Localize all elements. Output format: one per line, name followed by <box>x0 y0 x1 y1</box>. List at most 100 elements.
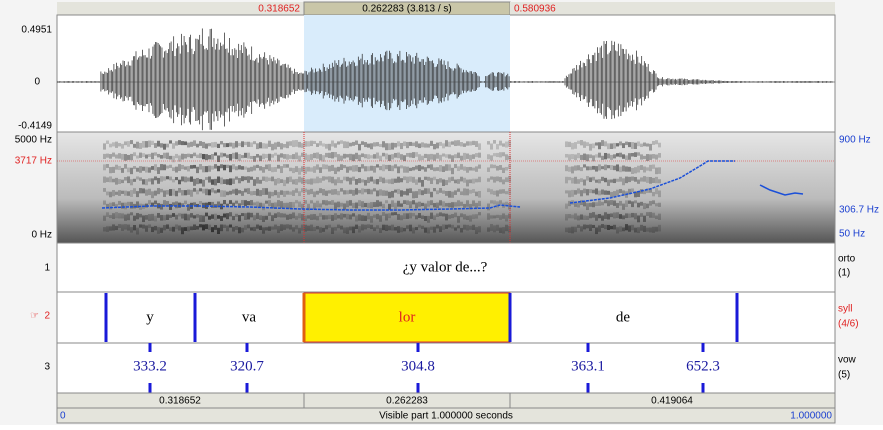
spectrogram-cell <box>598 214 601 218</box>
spectrogram-cell <box>178 164 181 171</box>
spectrogram-cell <box>133 166 136 169</box>
spectrogram-cell <box>346 154 349 157</box>
spectrogram-cell <box>439 188 442 193</box>
spectrogram-cell <box>334 152 337 157</box>
spectrogram-cell <box>133 152 136 156</box>
spectrogram-cell <box>460 177 463 182</box>
spectrogram-cell <box>184 201 187 205</box>
spectrogram-cell <box>349 215 352 220</box>
spectrogram-cell <box>253 165 256 170</box>
spectrogram-cell <box>319 167 322 173</box>
spectrogram-cell <box>259 142 262 148</box>
spectrogram-cell <box>205 189 208 195</box>
spectrogram-cell <box>412 213 415 216</box>
spectrogram-cell <box>376 200 379 207</box>
spectrogram-cell <box>283 180 286 186</box>
spectrogram-cell <box>370 190 373 195</box>
spectrogram-cell <box>271 177 274 182</box>
spectrogram-cell <box>439 200 442 205</box>
spectrogram-cell <box>364 166 367 171</box>
spectrogram-cell <box>472 168 475 171</box>
spectrogram-cell <box>160 143 163 147</box>
spectrogram-cell <box>133 216 136 221</box>
spectrogram-cell <box>643 143 646 147</box>
spectrogram-cell <box>586 176 589 181</box>
spectrogram-cell <box>607 165 610 168</box>
spectrogram-cell <box>655 188 658 194</box>
spectrogram-cell <box>331 227 334 234</box>
spectrogram-cell <box>373 202 376 207</box>
spectrogram-cell <box>421 215 424 218</box>
spectrogram-cell <box>631 142 634 149</box>
spectrogram-cell <box>637 203 640 208</box>
spectrogram-cell <box>160 228 163 233</box>
spectrogram-cell <box>226 213 229 219</box>
spectrogram-cell <box>130 140 133 144</box>
spectrogram-cell <box>130 212 133 215</box>
spectrogram-cell <box>466 189 469 196</box>
sel-duration: 0.262283 (3.813 / s) <box>362 4 452 15</box>
spectrogram-cell <box>418 189 421 195</box>
spectrogram-cell <box>346 167 349 173</box>
spectrogram-cell <box>286 224 289 228</box>
spectrogram-cell <box>592 212 595 218</box>
spectrogram-cell <box>487 167 490 172</box>
spectrogram-cell <box>649 228 652 233</box>
spectrogram-cell <box>202 166 205 172</box>
tier-number: 1 <box>44 263 50 274</box>
spectrogram-cell <box>634 167 637 173</box>
spectrogram-cell <box>214 179 217 185</box>
spectrogram-cell <box>238 143 241 146</box>
spectrogram-cell <box>124 215 127 221</box>
spectrogram-cell <box>223 153 226 156</box>
spectrogram-cell <box>145 190 148 196</box>
spectrogram-cell <box>412 177 415 183</box>
spectrogram-cell <box>475 166 478 171</box>
spectrogram-cell <box>241 176 244 181</box>
spectrogram-cell <box>340 180 343 183</box>
spectrogram-cell <box>184 214 187 221</box>
spectrogram-cell <box>220 216 223 221</box>
spectrogram-cell <box>184 154 187 159</box>
spectrogram-cell <box>280 190 283 195</box>
spectrogram-cell <box>466 153 469 158</box>
spectrogram-cell <box>613 212 616 218</box>
tier-pointer: ☞ <box>30 311 39 322</box>
spectrogram-cell <box>445 225 448 229</box>
spectrogram-cell <box>118 213 121 218</box>
spectrogram-cell <box>172 167 175 171</box>
spectrogram-cell <box>202 215 205 221</box>
spectrogram-cell <box>331 189 334 195</box>
spectrogram-cell <box>277 192 280 198</box>
spectrogram-cell <box>400 143 403 149</box>
spectrogram-cell <box>442 201 445 207</box>
spectrogram-cell <box>412 143 415 146</box>
spectrogram-cell <box>361 224 364 230</box>
spectrogram-cell <box>187 190 190 195</box>
spectrogram-cell <box>604 190 607 194</box>
spectrogram-cell <box>112 224 115 230</box>
spectrogram-cell <box>253 191 256 195</box>
bar-cell[interactable] <box>510 2 835 15</box>
spectrogram-cell <box>139 166 142 173</box>
spectrogram-cell <box>571 143 574 150</box>
spectrogram-cell <box>331 152 334 158</box>
spectrogram-cell <box>124 203 127 210</box>
spectrogram-cell <box>151 153 154 159</box>
spectrogram-cell <box>178 180 181 185</box>
spectrogram-cell <box>490 176 493 179</box>
spectrogram-cell <box>262 188 265 195</box>
spectrogram-cell <box>397 214 400 220</box>
spectrogram-cell <box>463 188 466 195</box>
spectrogram-cell <box>466 225 469 231</box>
interval-label: va <box>242 309 257 325</box>
spectrogram-cell <box>466 141 469 145</box>
spectrogram-cell <box>601 202 604 206</box>
spectrogram-cell <box>292 179 295 184</box>
spectrogram-cell <box>181 227 184 234</box>
spectrogram-cell <box>592 225 595 228</box>
spectrogram-cell <box>343 203 346 209</box>
spectrogram-cell <box>307 179 310 184</box>
spectrogram-cell <box>601 166 604 169</box>
spectrogram-cell <box>370 166 373 171</box>
